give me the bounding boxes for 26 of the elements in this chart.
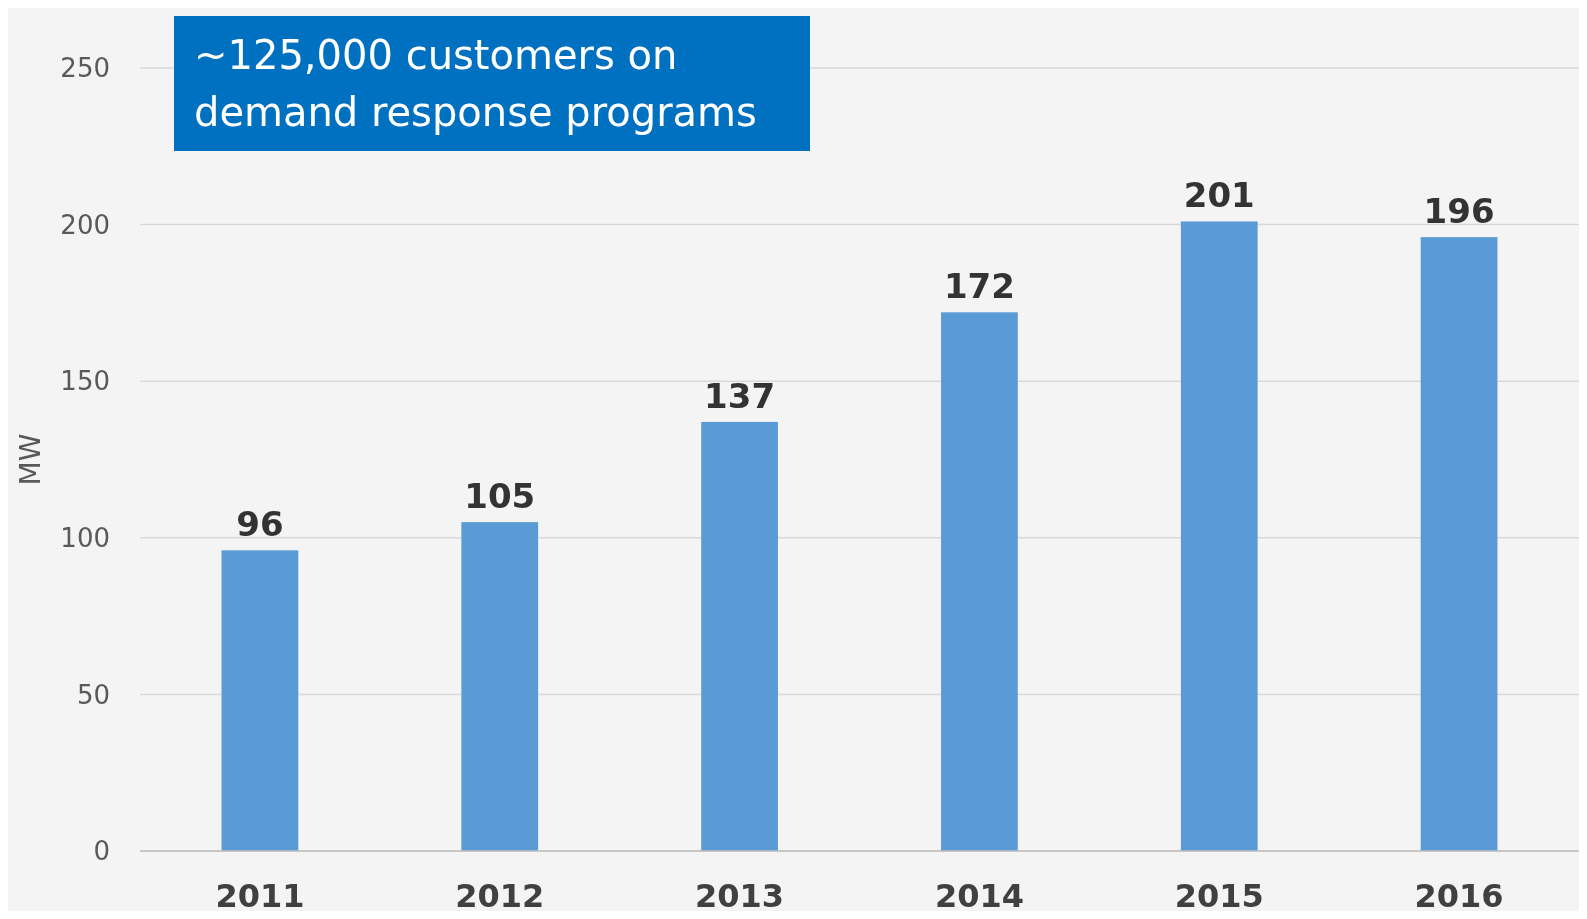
- x-tick-label: 2016: [1414, 877, 1504, 915]
- bar: [221, 550, 299, 851]
- data-label: 196: [1423, 191, 1495, 232]
- x-tick-label: 2013: [695, 877, 785, 915]
- bar: [701, 421, 778, 851]
- data-label: 201: [1183, 175, 1255, 216]
- y-tick-label: 50: [76, 679, 110, 710]
- y-tick-label: 200: [60, 209, 110, 240]
- x-tick-label: 2011: [215, 877, 305, 915]
- bar: [1180, 221, 1258, 851]
- data-label: 137: [704, 375, 776, 416]
- annotation: ~125,000 customers on demand response programs: [194, 32, 757, 135]
- y-tick-label: 250: [60, 53, 110, 84]
- bar: [941, 312, 1018, 851]
- x-tick-label: 2015: [1174, 877, 1264, 915]
- data-label: 172: [943, 266, 1015, 307]
- y-tick-label: 100: [60, 522, 110, 553]
- y-tick-label: 0: [93, 836, 110, 867]
- x-tick-label: 2012: [455, 877, 545, 915]
- y-axis-title: MW: [14, 433, 47, 486]
- bar: [461, 522, 539, 851]
- bar: [1420, 237, 1498, 851]
- data-label: 105: [464, 476, 536, 517]
- y-tick-label: 150: [60, 366, 110, 397]
- x-tick-label: 2014: [934, 877, 1024, 915]
- data-label: 96: [236, 504, 284, 545]
